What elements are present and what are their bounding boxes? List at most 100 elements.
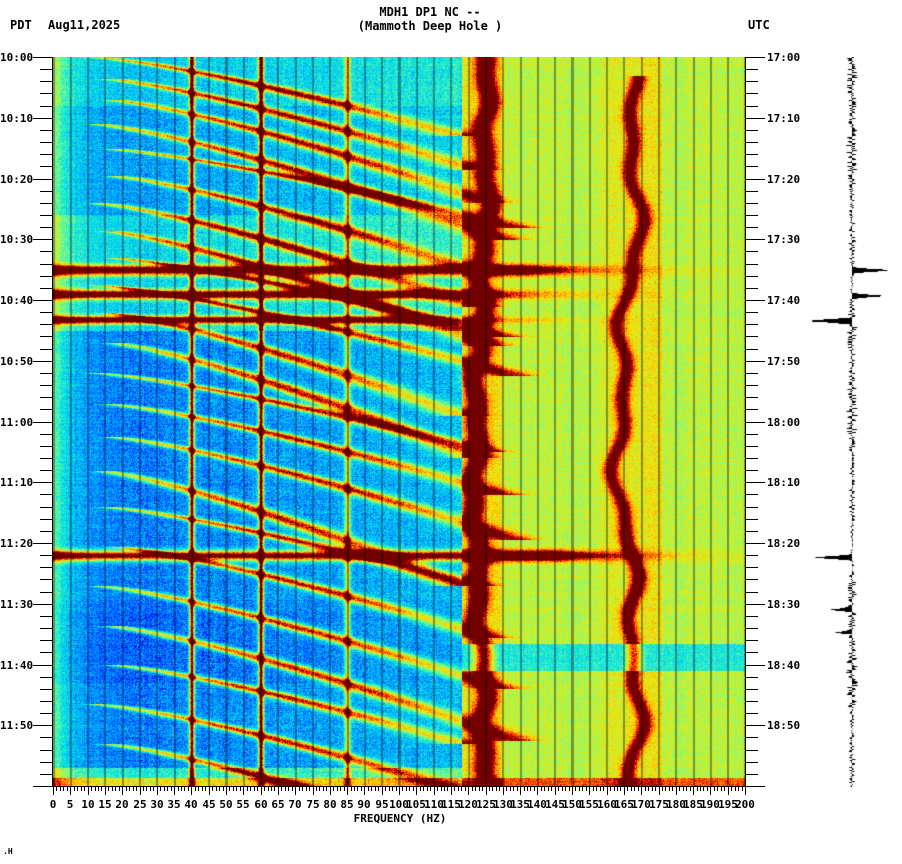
time-label-pdt: 10:40: [0, 294, 34, 307]
axis-tick: [108, 786, 109, 791]
axis-tick: [746, 774, 758, 775]
axis-tick: [746, 579, 758, 580]
axis-tick: [634, 786, 635, 791]
axis-tick: [254, 786, 255, 791]
axis-tick: [40, 640, 52, 641]
time-label-utc: 18:50: [767, 719, 801, 732]
axis-tick: [344, 786, 345, 791]
axis-tick: [746, 701, 758, 702]
time-label-pdt: 10:10: [0, 112, 34, 125]
axis-tick: [710, 786, 711, 795]
axis-tick: [40, 507, 52, 508]
axis-tick: [541, 786, 542, 791]
axis-tick: [274, 786, 275, 791]
axis-tick: [219, 786, 220, 791]
axis-tick: [482, 786, 483, 791]
seismogram-trace-panel[interactable]: [800, 57, 902, 787]
axis-tick: [40, 69, 52, 70]
frequency-label: 115: [441, 798, 461, 811]
axis-tick: [40, 446, 52, 447]
axis-tick: [33, 239, 52, 240]
axis-tick: [746, 154, 758, 155]
date-label: Aug11,2025: [48, 18, 121, 32]
axis-tick: [569, 786, 570, 791]
frequency-label: 190: [700, 798, 720, 811]
axis-tick: [506, 786, 507, 791]
seismogram-trace-canvas[interactable]: [800, 57, 902, 787]
axis-tick: [122, 786, 123, 795]
frequency-label: 200: [735, 798, 755, 811]
axis-tick: [447, 786, 448, 791]
axis-tick: [33, 179, 52, 180]
axis-tick: [746, 531, 758, 532]
axis-tick: [40, 191, 52, 192]
axis-tick: [40, 774, 52, 775]
spectrogram-plot[interactable]: [53, 57, 745, 786]
axis-tick: [746, 409, 758, 410]
axis-tick: [586, 786, 587, 791]
axis-tick: [746, 713, 758, 714]
axis-tick: [33, 725, 52, 726]
axis-tick: [746, 458, 758, 459]
axis-tick: [40, 579, 52, 580]
axis-tick: [40, 142, 52, 143]
frequency-label: 15: [98, 798, 112, 811]
axis-tick: [164, 786, 165, 791]
frequency-label: 175: [649, 798, 669, 811]
axis-tick: [746, 118, 765, 119]
axis-tick: [357, 786, 358, 791]
axis-tick: [707, 786, 708, 791]
axis-tick: [728, 786, 729, 795]
axis-tick: [157, 786, 158, 795]
axis-tick: [746, 640, 758, 641]
frequency-label: 180: [666, 798, 686, 811]
frequency-label: 40: [184, 798, 198, 811]
axis-tick: [641, 786, 642, 795]
axis-tick: [690, 786, 691, 791]
axis-tick: [746, 689, 758, 690]
axis-tick: [603, 786, 604, 791]
axis-tick: [638, 786, 639, 791]
axis-tick: [746, 312, 758, 313]
axis-tick: [150, 786, 151, 791]
axis-tick: [146, 786, 147, 791]
axis-tick: [160, 786, 161, 791]
axis-tick: [437, 786, 438, 791]
time-axis-left-line: [52, 57, 53, 787]
axis-tick: [167, 786, 168, 791]
axis-tick: [354, 786, 355, 791]
axis-tick: [382, 786, 383, 795]
frequency-label: 160: [597, 798, 617, 811]
axis-tick: [503, 786, 504, 795]
axis-tick: [40, 81, 52, 82]
frequency-label: 195: [718, 798, 738, 811]
timezone-label-left: PDT: [10, 18, 32, 32]
spectrogram-canvas[interactable]: [53, 57, 745, 786]
axis-tick: [524, 786, 525, 791]
axis-tick: [399, 786, 400, 795]
axis-tick: [662, 786, 663, 791]
axis-tick: [40, 409, 52, 410]
axis-tick: [319, 786, 320, 791]
axis-tick: [299, 786, 300, 791]
axis-tick: [257, 786, 258, 791]
frequency-label: 135: [510, 798, 530, 811]
axis-tick: [746, 725, 765, 726]
axis-tick: [746, 555, 758, 556]
axis-tick: [40, 288, 52, 289]
axis-tick: [40, 276, 52, 277]
frequency-label: 65: [271, 798, 285, 811]
axis-tick: [240, 786, 241, 791]
axis-tick: [40, 701, 52, 702]
axis-tick: [174, 786, 175, 795]
axis-tick: [33, 482, 52, 483]
axis-tick: [676, 786, 677, 795]
axis-tick: [40, 737, 52, 738]
axis-tick: [337, 786, 338, 791]
axis-tick: [402, 786, 403, 791]
time-label-pdt: 10:20: [0, 173, 34, 186]
axis-tick: [672, 786, 673, 791]
axis-tick: [115, 786, 116, 791]
axis-tick: [575, 786, 576, 791]
axis-tick: [579, 786, 580, 791]
